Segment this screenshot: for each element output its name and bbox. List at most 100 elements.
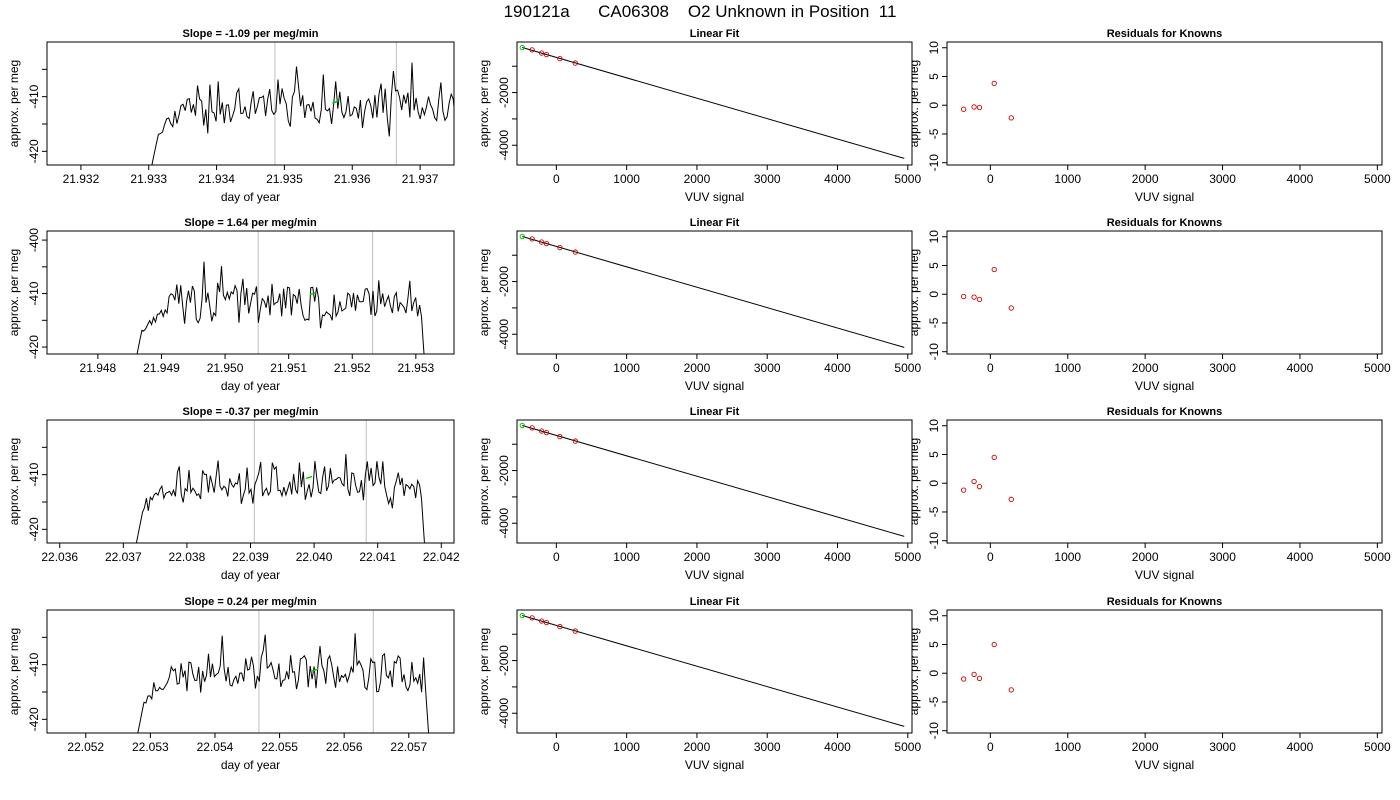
x-tick-label: 2000	[684, 172, 711, 186]
known-point	[529, 615, 535, 621]
x-tick-label: 4000	[824, 361, 851, 375]
x-axis-label: day of year	[221, 568, 280, 582]
x-axis-label: day of year	[221, 190, 280, 204]
y-tick-label: 0	[927, 102, 941, 109]
x-tick-label: 3000	[1209, 361, 1236, 375]
fit-line	[522, 236, 905, 348]
x-tick-label: 2000	[684, 550, 711, 564]
y-tick-label: 0	[927, 670, 941, 677]
y-tick-label: -2000	[497, 266, 511, 297]
y-tick-label: -410	[27, 281, 41, 305]
x-tick-label: 21.949	[143, 361, 180, 375]
y-tick-label: 0	[927, 291, 941, 298]
x-tick-label: 4000	[1287, 361, 1314, 375]
y-axis-label: approx. per meg	[907, 628, 921, 715]
y-tick-label: 5	[927, 641, 941, 648]
x-tick-label: 21.953	[397, 361, 434, 375]
y-tick-label: 5	[927, 262, 941, 269]
known-point	[572, 249, 578, 255]
panel-title: Residuals for Knowns	[1107, 406, 1223, 418]
x-tick-label: 0	[987, 740, 994, 754]
x-tick-label: 0	[553, 740, 560, 754]
y-tick-label: 10	[927, 230, 941, 244]
panel-1-2: Residuals for Knowns 0 1000 2000 3000 4000 500…	[907, 217, 1391, 393]
panel-title: Linear Fit	[690, 596, 740, 608]
x-tick-label: 3000	[754, 172, 781, 186]
per-meg-trace	[137, 633, 430, 733]
x-tick-label: 2000	[1132, 550, 1159, 564]
known-point	[976, 484, 983, 490]
y-tick-label: -2000	[497, 455, 511, 486]
y-tick-label: -400	[27, 228, 41, 252]
y-tick-label: 0	[927, 480, 941, 487]
panel-1-0: Slope = 1.64 per meg/min 21.948 21.949 21.9…	[7, 217, 455, 393]
y-tick-label: -420	[27, 517, 41, 541]
x-tick-label: 22.054	[197, 740, 234, 754]
panel-2-2: Residuals for Knowns 0 1000 2000 3000 4000 500…	[907, 406, 1391, 582]
plot-frame	[46, 419, 455, 544]
x-tick-label: 1000	[1054, 740, 1081, 754]
x-axis-label: VUV signal	[1135, 568, 1194, 582]
known-point	[557, 55, 563, 62]
y-tick-label: -10	[927, 343, 941, 361]
per-meg-trace	[135, 454, 425, 543]
x-tick-label: 22.057	[390, 740, 427, 754]
known-point	[960, 487, 967, 493]
plot-content	[137, 610, 430, 733]
x-tick-label: 3000	[754, 361, 781, 375]
panel-title: Slope = -1.09 per meg/min	[182, 28, 318, 40]
x-tick-label: 22.038	[169, 550, 206, 564]
known-point	[960, 106, 967, 112]
known-point	[1008, 305, 1014, 311]
plot-content	[519, 44, 905, 159]
y-tick-label: -5	[927, 128, 941, 139]
x-tick-label: 3000	[1209, 550, 1236, 564]
plot-frame	[516, 41, 913, 166]
unknown-point	[519, 612, 525, 619]
y-tick-label: -5	[927, 506, 941, 517]
x-tick-label: 22.041	[359, 550, 396, 564]
x-tick-label: 3000	[1209, 172, 1236, 186]
plot-frame	[946, 419, 1383, 544]
x-tick-label: 4000	[824, 172, 851, 186]
panel-3-0: Slope = 0.24 per meg/min 22.052 22.053 22.0…	[7, 596, 455, 772]
known-point	[991, 266, 997, 273]
plot-frame	[516, 609, 913, 734]
x-axis-label: VUV signal	[1135, 190, 1194, 204]
x-tick-label: 22.036	[41, 550, 78, 564]
panel-2-0: Slope = -0.37 per meg/min 22.036 22.037 22.…	[7, 406, 460, 582]
y-axis-label: approx. per meg	[7, 628, 21, 715]
x-axis-label: VUV signal	[685, 379, 744, 393]
known-point	[976, 675, 983, 682]
y-axis-label: approx. per meg	[477, 249, 491, 336]
known-point	[529, 47, 535, 53]
x-axis-label: VUV signal	[685, 758, 744, 772]
x-tick-label: 4000	[1287, 550, 1314, 564]
panel-title: Residuals for Knowns	[1107, 28, 1223, 40]
panel-title: Linear Fit	[690, 406, 740, 418]
panel-title: Slope = 1.64 per meg/min	[184, 217, 317, 229]
y-tick-label: -2000	[497, 77, 511, 108]
y-axis-label: approx. per meg	[7, 249, 21, 336]
x-tick-label: 22.055	[261, 740, 298, 754]
x-tick-label: 22.053	[132, 740, 169, 754]
known-point	[991, 641, 997, 648]
x-tick-label: 1000	[613, 550, 640, 564]
x-tick-label: 0	[987, 550, 994, 564]
known-point	[529, 236, 535, 242]
x-axis-label: day of year	[221, 758, 280, 772]
known-point	[960, 293, 967, 300]
x-axis-label: VUV signal	[1135, 379, 1194, 393]
panel-title: Residuals for Knowns	[1107, 217, 1223, 229]
y-tick-label: -420	[27, 335, 41, 359]
green-marker	[305, 475, 313, 480]
x-tick-label: 21.948	[80, 361, 117, 375]
x-tick-label: 2000	[684, 740, 711, 754]
x-axis-label: VUV signal	[685, 190, 744, 204]
plot-frame	[516, 230, 913, 355]
panel-title: Slope = -0.37 per meg/min	[182, 406, 318, 418]
known-point	[572, 438, 578, 444]
panel-1-1: Linear Fit 0 1000 2000 3000 4000 5000 -2000 -400…	[477, 217, 921, 393]
per-meg-trace	[136, 261, 425, 354]
known-point	[572, 60, 578, 66]
